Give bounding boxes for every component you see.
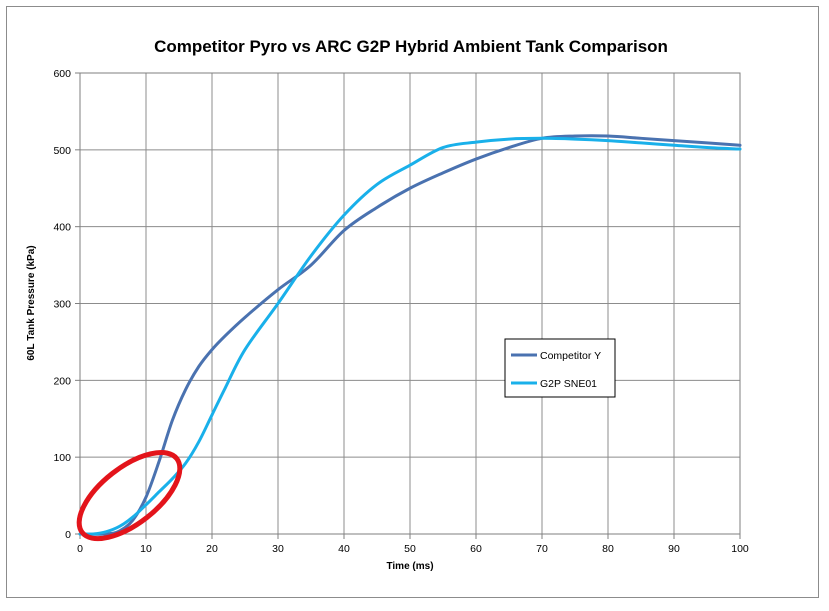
x-tick-label: 100 [731,543,749,555]
y-tick-label: 500 [53,145,71,157]
x-tick-label: 80 [602,543,614,555]
chart-title: Competitor Pyro vs ARC G2P Hybrid Ambien… [154,37,668,56]
y-tick-label: 200 [53,375,71,387]
legend-label-competitor-y: Competitor Y [540,350,601,362]
x-tick-label: 10 [140,543,152,555]
legend-label-g2p-sne01: G2P SNE01 [540,378,597,390]
x-tick-label: 50 [404,543,416,555]
x-tick-label: 90 [668,543,680,555]
y-tick-label: 100 [53,452,71,464]
annotations [76,450,183,542]
x-axis-label: Time (ms) [386,561,433,572]
series-line-g2p-sne01 [78,136,742,536]
x-tick-label: 60 [470,543,482,555]
series-lines [78,134,742,536]
y-axis-ticks: 0 100 200 300 400 500 600 [53,68,80,541]
x-tick-label: 70 [536,543,548,555]
legend: Competitor Y G2P SNE01 [504,338,616,398]
x-tick-label: 30 [272,543,284,555]
x-tick-label: 40 [338,543,350,555]
chart-frame [6,6,819,598]
y-tick-label: 400 [53,222,71,234]
x-axis-ticks: 0 10 20 30 40 50 60 70 80 90 100 [77,534,749,555]
y-axis-label: 60L Tank Pressure (kPa) [26,245,37,360]
x-tick-label: 0 [77,543,83,555]
y-tick-label: 600 [53,68,71,80]
y-tick-label: 300 [53,299,71,311]
annotation-ellipse [76,450,183,542]
legend-box [504,338,616,398]
series-line-competitor-y [78,134,742,536]
x-tick-label: 20 [206,543,218,555]
y-tick-label: 0 [65,529,71,541]
